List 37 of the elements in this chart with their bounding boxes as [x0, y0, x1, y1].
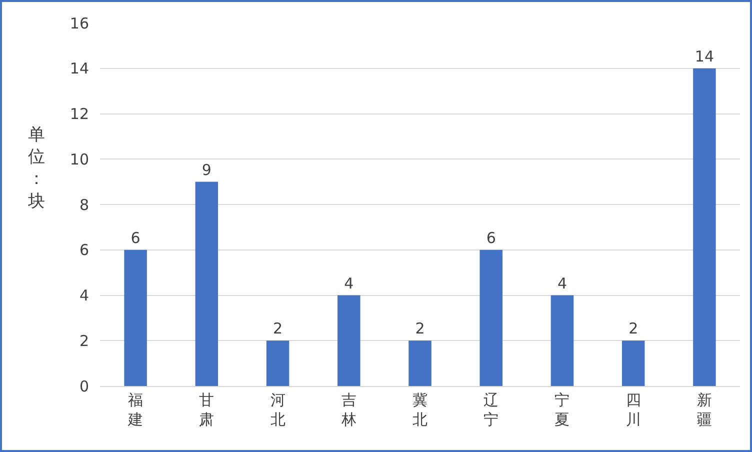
bar [338, 295, 360, 386]
bar [408, 340, 432, 386]
y-tick-label: 10 [70, 150, 89, 168]
data-label: 2 [415, 320, 425, 338]
x-tick-label: 宁夏 [554, 391, 570, 428]
data-label: 6 [130, 228, 140, 247]
y-tick-label: 2 [79, 332, 89, 350]
x-tick-label: 河北 [270, 391, 286, 428]
bar [266, 340, 290, 386]
y-tick-label: 12 [70, 105, 89, 123]
y-tick-label: 6 [79, 241, 89, 260]
y-axis-title: 单位：块 [27, 125, 45, 212]
bar [480, 250, 502, 386]
bar [550, 295, 574, 386]
data-label: 9 [202, 160, 212, 179]
bar [124, 250, 147, 386]
data-label: 2 [273, 320, 283, 338]
bar [195, 182, 218, 386]
bar [693, 68, 716, 386]
y-tick-label: 16 [70, 14, 89, 32]
y-tick-label: 8 [79, 196, 89, 214]
y-tick-label: 14 [70, 60, 89, 78]
x-tick-label: 新疆 [696, 391, 712, 428]
data-label: 2 [628, 320, 638, 338]
data-label: 14 [694, 47, 714, 66]
data-label: 4 [344, 274, 354, 292]
x-tick-label: 福建 [127, 391, 144, 428]
y-tick-label: 4 [79, 286, 89, 304]
x-tick-label: 冀北 [412, 391, 428, 428]
x-tick-label: 吉林 [340, 391, 356, 428]
y-tick-label: 0 [79, 377, 89, 396]
x-tick-label: 辽宁 [484, 391, 499, 428]
data-label: 4 [557, 274, 567, 292]
bar [622, 340, 645, 386]
data-label: 6 [486, 228, 496, 247]
x-tick-label: 甘肃 [199, 391, 214, 428]
x-tick-label: 四川 [626, 391, 641, 428]
